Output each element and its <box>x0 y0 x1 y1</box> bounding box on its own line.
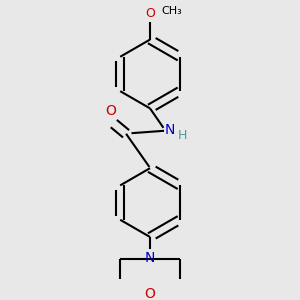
Text: O: O <box>145 7 155 20</box>
Text: CH₃: CH₃ <box>161 6 182 16</box>
Text: N: N <box>165 123 175 137</box>
Text: O: O <box>105 104 116 118</box>
Text: N: N <box>145 251 155 265</box>
Text: O: O <box>145 286 155 300</box>
Text: H: H <box>178 129 187 142</box>
